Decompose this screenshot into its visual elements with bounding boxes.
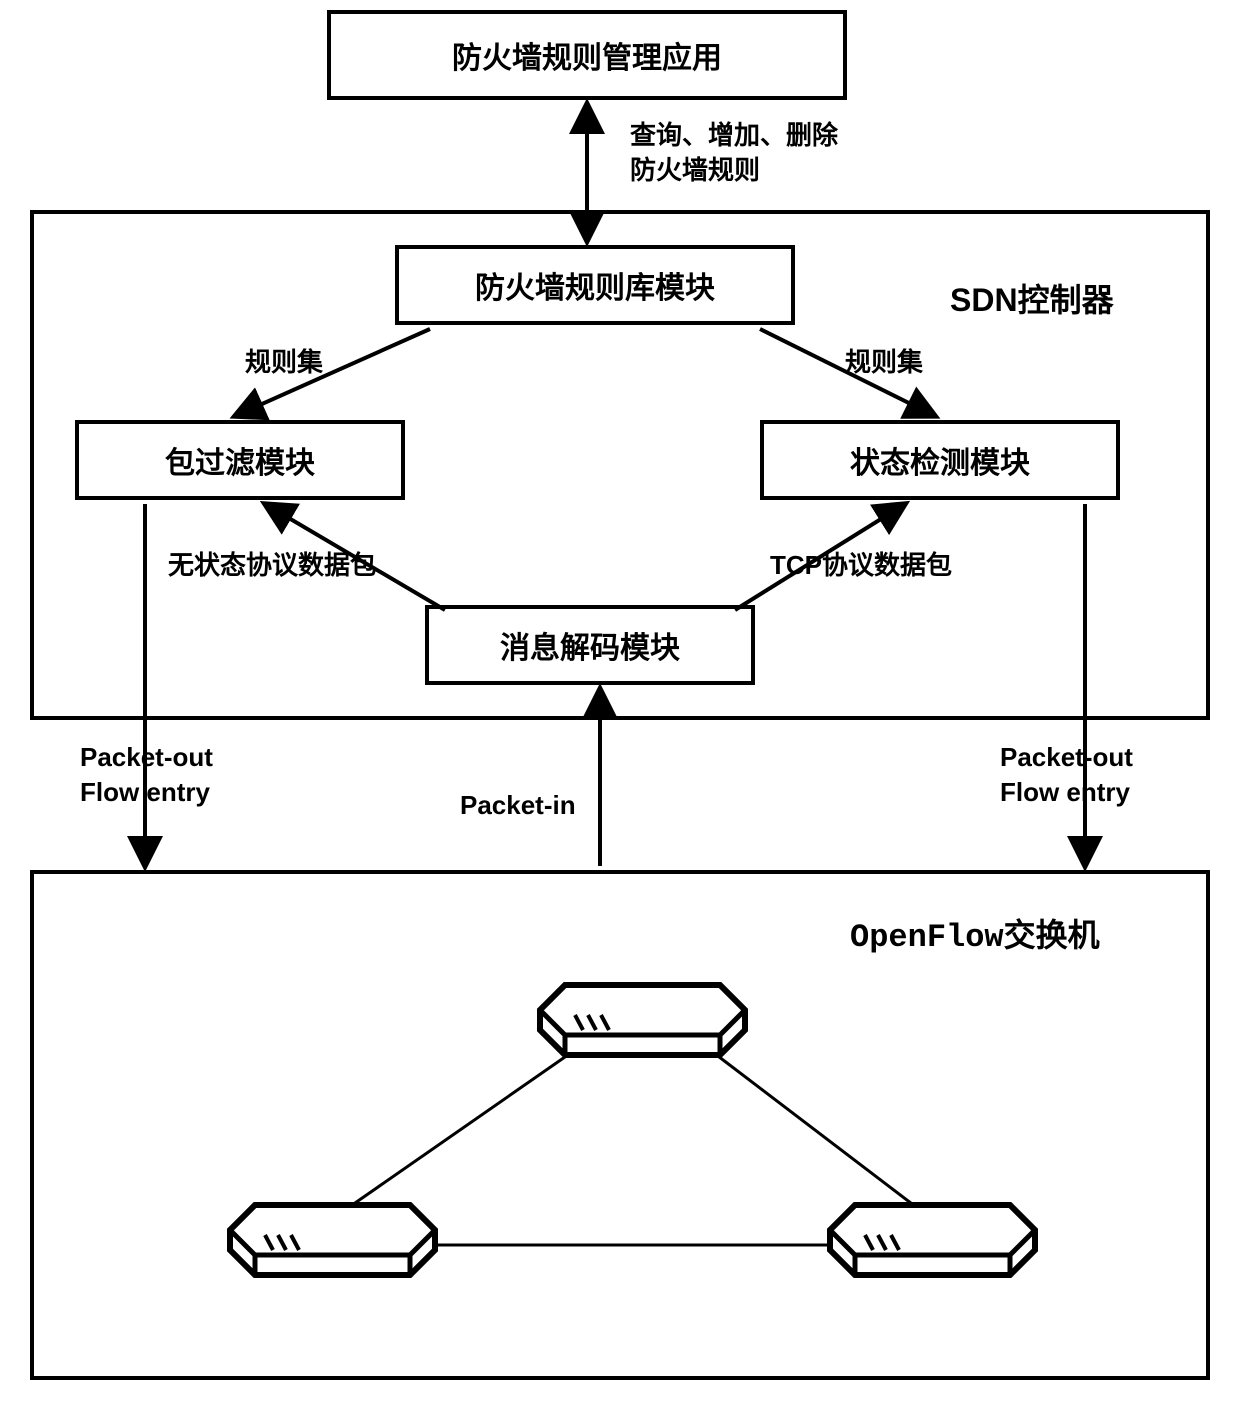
firewall-app-box: 防火墙规则管理应用 (327, 10, 847, 100)
stateless-label: 无状态协议数据包 (168, 545, 376, 582)
openflow-switch-title: OpenFlow交换机 (850, 910, 1100, 956)
ruleset-right-label: 规则集 (845, 342, 923, 379)
packetin-label: Packet-in (460, 790, 576, 821)
state-detect-box: 状态检测模块 (760, 420, 1120, 500)
ruleset-left-label: 规则集 (245, 342, 323, 379)
msg-decode-label: 消息解码模块 (500, 623, 680, 667)
packet-filter-box: 包过滤模块 (75, 420, 405, 500)
packetout-left-label: Packet-out Flow entry (80, 740, 213, 810)
rule-db-box: 防火墙规则库模块 (395, 245, 795, 325)
sdn-controller-title: SDN控制器 (950, 275, 1114, 321)
msg-decode-box: 消息解码模块 (425, 605, 755, 685)
state-detect-label: 状态检测模块 (850, 438, 1030, 482)
tcp-label: TCP协议数据包 (770, 545, 952, 582)
packet-filter-label: 包过滤模块 (165, 438, 315, 482)
rule-db-label: 防火墙规则库模块 (475, 263, 715, 307)
firewall-app-label: 防火墙规则管理应用 (452, 33, 722, 77)
top-edge-label: 查询、增加、删除 防火墙规则 (630, 118, 838, 188)
packetout-right-label: Packet-out Flow entry (1000, 740, 1133, 810)
